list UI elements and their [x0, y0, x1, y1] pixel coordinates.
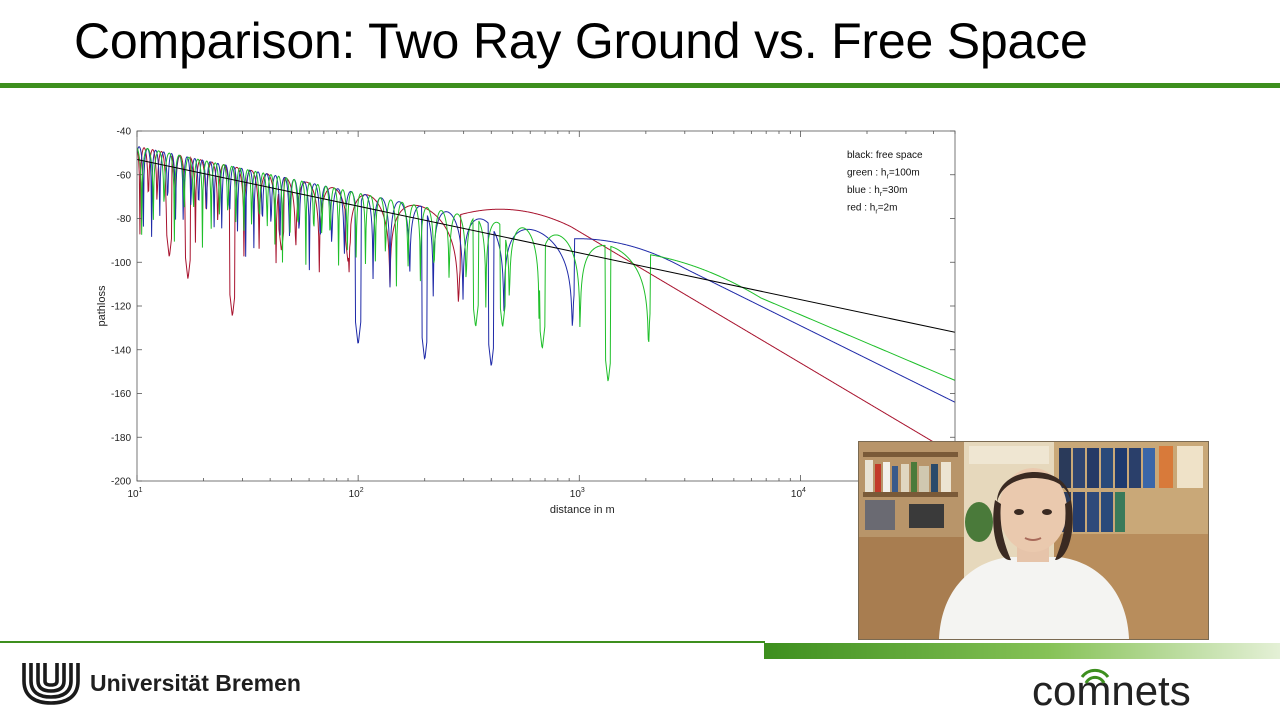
signal-arc-icon [1080, 668, 1110, 678]
x-tick-base: 10 [791, 489, 803, 500]
y-tick-label: -200 [111, 477, 131, 488]
legend-entry: blue : hr=30m [847, 185, 907, 198]
y-tick-label: -120 [111, 302, 131, 313]
legend-entry-suffix: =2m [878, 203, 898, 214]
plot-layer [137, 146, 955, 456]
y-tick-label: -80 [117, 214, 132, 225]
x-axis-label: distance in m [550, 504, 615, 516]
curves [137, 146, 955, 456]
comnets-wordmark: comnets [1032, 667, 1191, 713]
comnets-logo-icon: comnets [1032, 667, 1191, 714]
university-name: Universität Bremen [90, 670, 301, 696]
y-tick-label: -140 [111, 345, 131, 356]
y-tick-label: -100 [111, 258, 131, 269]
x-tick-exponent: 3 [581, 487, 585, 494]
pathloss-chart: -40 -60 -80 -100 -120 -140 -160 -180 -200 101 102 1… [90, 120, 970, 520]
legend-entry: black: free space [847, 150, 923, 161]
y-axis-label: pathloss [96, 285, 108, 326]
series-line [137, 158, 955, 333]
x-tick-base: 10 [127, 489, 139, 500]
legend-entry-subscript: r [886, 174, 889, 181]
x-tick-exponent: 4 [802, 487, 806, 494]
y-tick-label: -160 [111, 389, 131, 400]
y-tick-label: -40 [117, 127, 132, 138]
x-tick-label: 103 [570, 487, 585, 500]
webcam-icon [859, 442, 1208, 639]
legend-entry-prefix: red : h [847, 203, 875, 214]
x-tick-label: 104 [791, 487, 806, 500]
series-line [137, 147, 955, 456]
comnets-logo: comnets [1030, 665, 1270, 714]
signal-arc-icon [1084, 675, 1106, 684]
x-tick-label: 102 [349, 487, 364, 500]
title-divider [0, 83, 1280, 88]
legend-entry-prefix: green : h [847, 168, 886, 179]
footer-divider [0, 641, 765, 643]
x-tick-base: 10 [349, 489, 361, 500]
footer-gradient-bar [764, 643, 1280, 659]
x-tick-exponent: 1 [139, 487, 143, 494]
x-tick-base: 10 [570, 489, 582, 500]
legend-entry-suffix: =100m [889, 168, 920, 179]
legend-entry-prefix: black: free space [847, 150, 923, 161]
x-tick-label: 101 [127, 487, 142, 500]
legend-entry-subscript: r [875, 209, 878, 216]
x-tick-exponent: 2 [360, 487, 364, 494]
slide-title: Comparison: Two Ray Ground vs. Free Spac… [74, 13, 1088, 69]
legend-entry-suffix: =30m [882, 185, 907, 196]
legend-entry: red : hr=2m [847, 203, 897, 216]
y-tick-label: -180 [111, 433, 131, 444]
legend-entry: green : hr=100m [847, 168, 920, 181]
legend-entry-subscript: r [880, 191, 883, 198]
legend-entry-prefix: blue : h [847, 185, 880, 196]
y-tick-label: -60 [117, 170, 132, 181]
university-bremen-logo-icon [22, 663, 80, 705]
webcam-feed [858, 441, 1209, 640]
series-line [137, 147, 955, 382]
